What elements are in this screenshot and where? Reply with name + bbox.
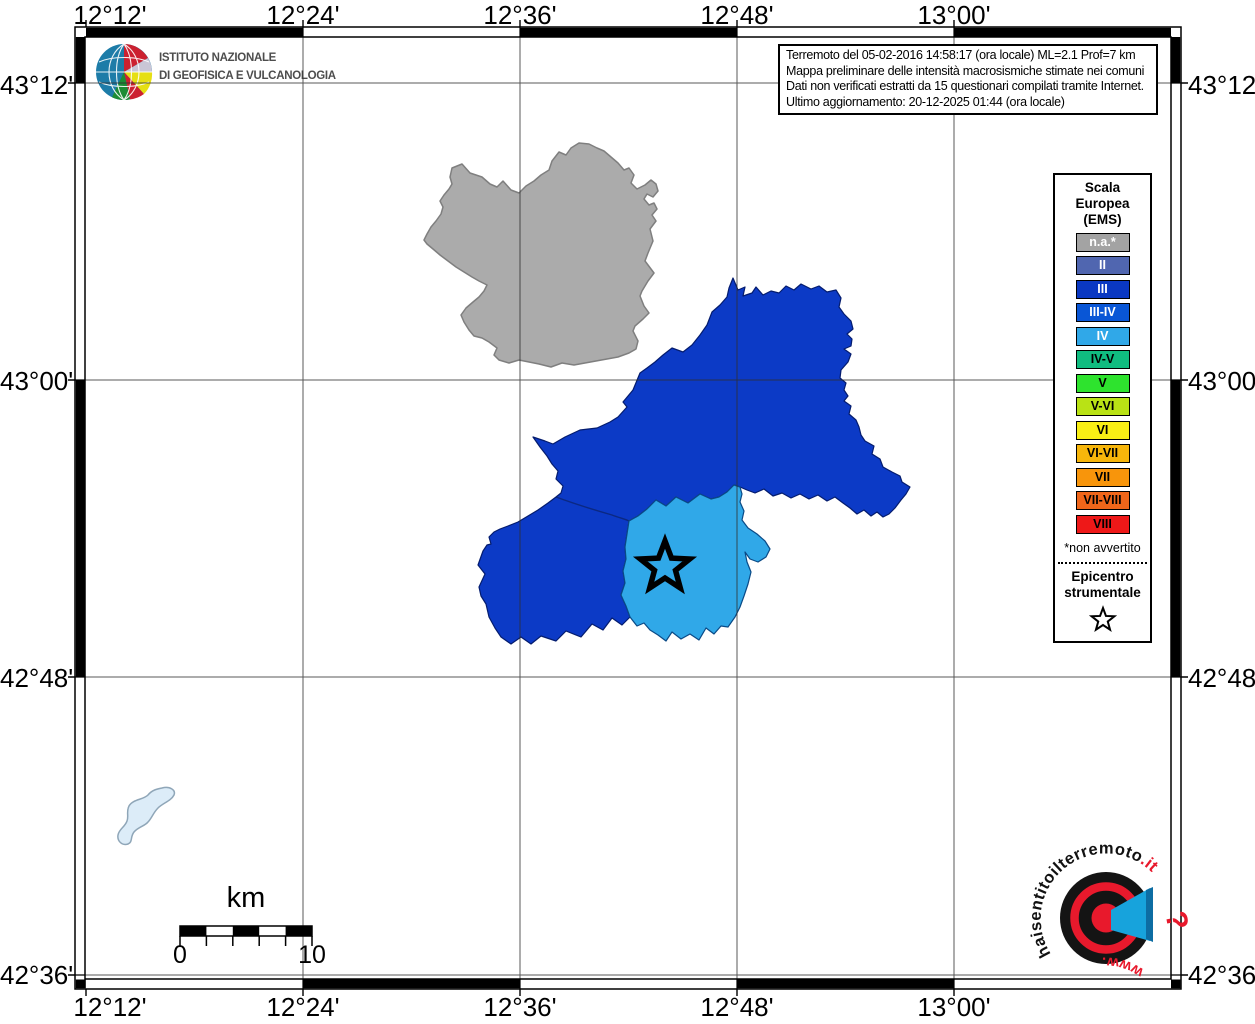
legend-swatch-VI: VI <box>1075 420 1130 440</box>
axis-label-left-3: 42°48' <box>0 663 74 693</box>
legend-title-line3: (EMS) <box>1083 212 1122 227</box>
axis-label-top-1: 12°12' <box>73 0 147 30</box>
scale-bar-end-label: 10 <box>298 941 326 969</box>
ingv-wordmark-line2: DI GEOFISICA E VULCANOLOGIA <box>159 70 336 82</box>
axis-label-left-4: 42°36' <box>0 960 74 990</box>
logo-www-text: www. <box>1100 953 1147 981</box>
axis-label-right-4: 42°36' <box>1188 960 1255 990</box>
haisentito-logo: ? haisentitoilterremoto.it www. <box>1027 841 1189 981</box>
legend-title-line2: Europea <box>1075 196 1130 211</box>
region-na-polygon <box>423 142 659 368</box>
map-frame <box>68 20 1188 996</box>
legend-swatch-III: III <box>1075 279 1130 299</box>
axis-label-top-5: 13°00' <box>917 0 991 30</box>
region-intensity-iv-polygon <box>620 484 771 642</box>
info-line-map: Mappa preliminare delle intensità macros… <box>786 63 1145 78</box>
frame-ticks <box>68 20 1188 996</box>
axis-label-bottom-5: 13°00' <box>917 992 991 1022</box>
legend-swatch-III-IV: III-IV <box>1075 303 1130 322</box>
axis-label-bottom-3: 12°36' <box>483 992 557 1022</box>
axis-label-left-2: 43°00' <box>0 366 74 396</box>
legend-swatch-VII-VIII: VII-VIII <box>1075 491 1130 510</box>
ems-legend: Scala Europea (EMS) n.a.* II III III-IV IV IV… <box>1053 173 1152 643</box>
legend-swatch-V-VI: V-VI <box>1075 397 1130 416</box>
epicenter-star-icon <box>632 533 698 595</box>
axis-label-bottom-1: 12°12' <box>73 992 147 1022</box>
legend-swatch-VIII: VIII <box>1075 514 1130 534</box>
legend-title-line1: Scala <box>1084 180 1121 195</box>
logo-question-mark: ? <box>1159 908 1189 932</box>
axis-label-top-3: 12°36' <box>483 0 557 30</box>
axis-label-bottom-4: 12°48' <box>700 992 774 1022</box>
earthquake-info-box: Terremoto del 05-02-2016 14:58:17 (ora l… <box>778 44 1158 115</box>
legend-swatch-V: V <box>1075 373 1130 393</box>
legend-star-icon <box>1088 604 1117 632</box>
axis-label-left-1: 43°12' <box>0 70 74 100</box>
axis-label-right-3: 42°48' <box>1188 663 1255 693</box>
legend-swatch-n.a.*: n.a.* <box>1075 232 1130 252</box>
scale-bar-title: km <box>226 882 266 914</box>
axis-label-top-2: 12°24' <box>266 0 340 30</box>
legend-swatch-II: II <box>1075 256 1130 275</box>
info-line-data: Dati non verificati estratti da 15 quest… <box>786 79 1144 94</box>
axis-label-top-4: 12°48' <box>700 0 774 30</box>
info-line-updated: Ultimo aggiornamento: 20-12-2025 01:44 (… <box>786 95 1065 110</box>
municipal-boundary-line <box>555 496 630 522</box>
axis-label-right-1: 43°12' <box>1188 70 1255 100</box>
legend-swatch-VII: VII <box>1075 467 1130 487</box>
scale-bar <box>179 925 313 946</box>
grid-lines <box>85 37 1171 979</box>
legend-swatch-IV-V: IV-V <box>1075 350 1130 369</box>
legend-epicenter-line1: Epicentro <box>1071 568 1134 584</box>
info-line-event: Terremoto del 05-02-2016 14:58:17 (ora l… <box>786 48 1136 62</box>
logo-megaphone-icon <box>1111 888 1150 941</box>
axis-label-right-2: 43°00' <box>1188 366 1255 396</box>
legend-epicenter-line2: strumentale <box>1064 584 1141 600</box>
legend-footnote: *non avvertito <box>1064 540 1141 555</box>
legend-separator <box>1058 561 1147 564</box>
scale-bar-start-label: 0 <box>173 941 187 969</box>
ingv-logo: ISTITUTO NAZIONALE DI GEOFISICA E VULCAN… <box>96 43 336 101</box>
legend-swatch-IV: IV <box>1075 326 1130 346</box>
logo-megaphone-rim <box>1146 887 1153 942</box>
legend-swatch-VI-VII: VI-VII <box>1075 444 1130 463</box>
legend-items: n.a.* II III III-IV IV IV-V V V-VI VI VI-VII VII VI… <box>1055 232 1150 534</box>
lake-polygon <box>117 786 176 846</box>
axis-label-bottom-2: 12°24' <box>266 992 340 1022</box>
ingv-wordmark-line1: ISTITUTO NAZIONALE <box>159 52 277 64</box>
